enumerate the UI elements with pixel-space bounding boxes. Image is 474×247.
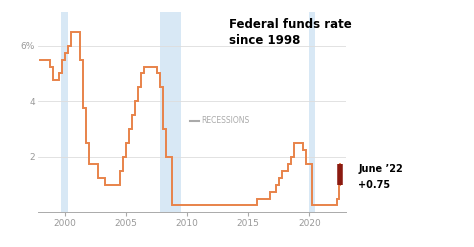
Text: +0.75: +0.75	[358, 181, 391, 190]
Bar	[310, 12, 316, 212]
Bar	[61, 12, 68, 212]
Text: June ’22: June ’22	[358, 164, 403, 174]
Bar	[160, 12, 181, 212]
Text: RECESSIONS: RECESSIONS	[201, 116, 249, 125]
Text: Federal funds rate
since 1998: Federal funds rate since 1998	[229, 18, 352, 47]
